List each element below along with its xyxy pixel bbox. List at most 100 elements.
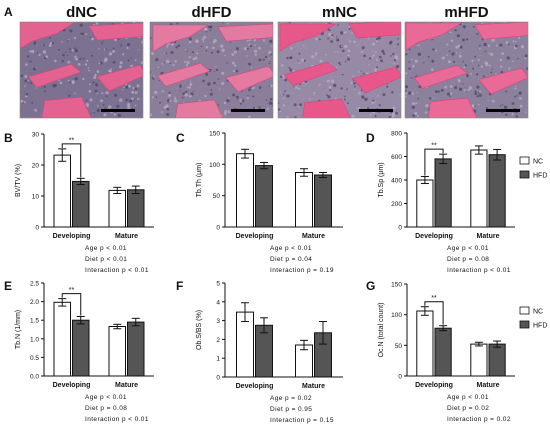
marrow-cell [476,95,479,98]
marrow-cell [283,97,285,100]
marrow-cell [431,59,435,63]
marrow-cell [127,105,131,110]
marrow-cell [174,96,176,99]
marrow-cell [388,115,392,118]
marrow-cell [358,91,361,95]
marrow-cell [292,69,295,73]
marrow-cell [38,53,41,57]
stats-line: Interaction p < 0.01 [85,267,149,274]
bar-nc-developing [416,179,434,228]
marrow-cell [304,82,306,85]
marrow-cell [377,36,381,40]
marrow-cell [418,85,422,89]
marrow-cell [369,57,372,60]
marrow-cell [301,58,305,62]
marrow-cell [82,77,85,81]
marrow-cell [203,35,207,39]
marrow-cell [371,101,375,104]
chart-panel-f: F 0 1 2 3 4 5 Ob.S/BS (%) Developing Mature Age p … [176,279,343,424]
marrow-cell [68,81,71,84]
marrow-cell [515,40,517,43]
marrow-cell [27,79,30,82]
marrow-cell [205,30,208,33]
marrow-cell [417,52,422,56]
y-tick-label: 1.5 [30,318,39,325]
marrow-cell [108,105,112,109]
marrow-cell [174,60,177,63]
marrow-cell [96,108,100,113]
marrow-cell [268,62,271,65]
marrow-cell [347,56,349,58]
marrow-cell [500,65,503,68]
y-tick-label: 1 [216,356,220,363]
marrow-cell [20,99,24,103]
marrow-cell [114,38,117,42]
marrow-cell [233,64,237,67]
marrow-cell [174,99,178,103]
marrow-cell [468,86,473,90]
image-border [277,21,402,119]
marrow-cell [456,52,458,54]
marrow-cell [462,61,464,63]
significance-label: ** [431,143,437,150]
y-tick-label: 20 [32,163,40,170]
panel-letter-b: B [4,131,13,145]
image-label-dnc: dNC [66,4,97,21]
marrow-cell [427,55,430,58]
x-tick-label-developing: Developing [236,383,274,390]
marrow-cell [188,56,191,59]
marrow-cell [344,95,346,98]
marrow-cell [343,31,346,34]
marrow-cell [288,22,291,24]
marrow-cell [151,76,154,79]
marrow-cell [392,53,395,56]
stats-line: Diet p < 0.01 [85,256,127,263]
y-tick-label: 0 [35,225,39,232]
marrow-cell [258,46,261,50]
bone-trabecula [279,23,337,52]
marrow-cell [479,47,481,50]
marrow-cell [514,87,517,90]
marrow-cell [221,82,225,85]
marrow-cell [188,86,191,89]
marrow-cell [458,54,462,58]
marrow-cell [20,74,23,78]
marrow-cell [449,31,452,34]
marrow-cell [252,95,255,98]
marrow-cell [361,95,365,99]
marrow-cell [269,84,273,88]
x-tick-label-mature: Mature [302,233,325,240]
bone-trabecula [156,62,211,87]
marrow-cell [372,42,375,46]
marrow-cell [137,97,140,101]
stats-line: Age p < 0.01 [85,394,127,401]
marrow-cell [405,89,407,93]
histology-content [278,22,401,118]
marrow-cell [327,95,331,99]
marrow-cell [449,92,453,95]
y-tick-label: 0 [398,374,402,381]
y-tick-label: 10 [32,194,40,201]
marrow-cell [172,64,175,67]
marrow-cell [268,58,270,60]
marrow-cell [480,65,483,68]
marrow-cell [212,46,215,50]
marrow-cell [330,79,335,83]
marrow-cell [221,48,225,52]
marrow-cell [456,34,460,38]
bone-trabecula [88,22,143,41]
marrow-cell [356,44,359,47]
marrow-cell [223,101,227,105]
marrow-cell [313,92,316,95]
marrow-cell [338,61,341,65]
marrow-cell [499,43,503,47]
marrow-cell [236,95,239,99]
marrow-cell [93,112,96,114]
y-axis-label: Tb.Th (μm) [196,163,203,198]
marrow-cell [62,53,65,57]
marrow-cell [331,36,333,38]
marrow-cell [213,81,216,85]
marrow-cell [319,59,323,63]
marrow-cell [505,41,509,45]
bone-trabecula [225,65,273,93]
